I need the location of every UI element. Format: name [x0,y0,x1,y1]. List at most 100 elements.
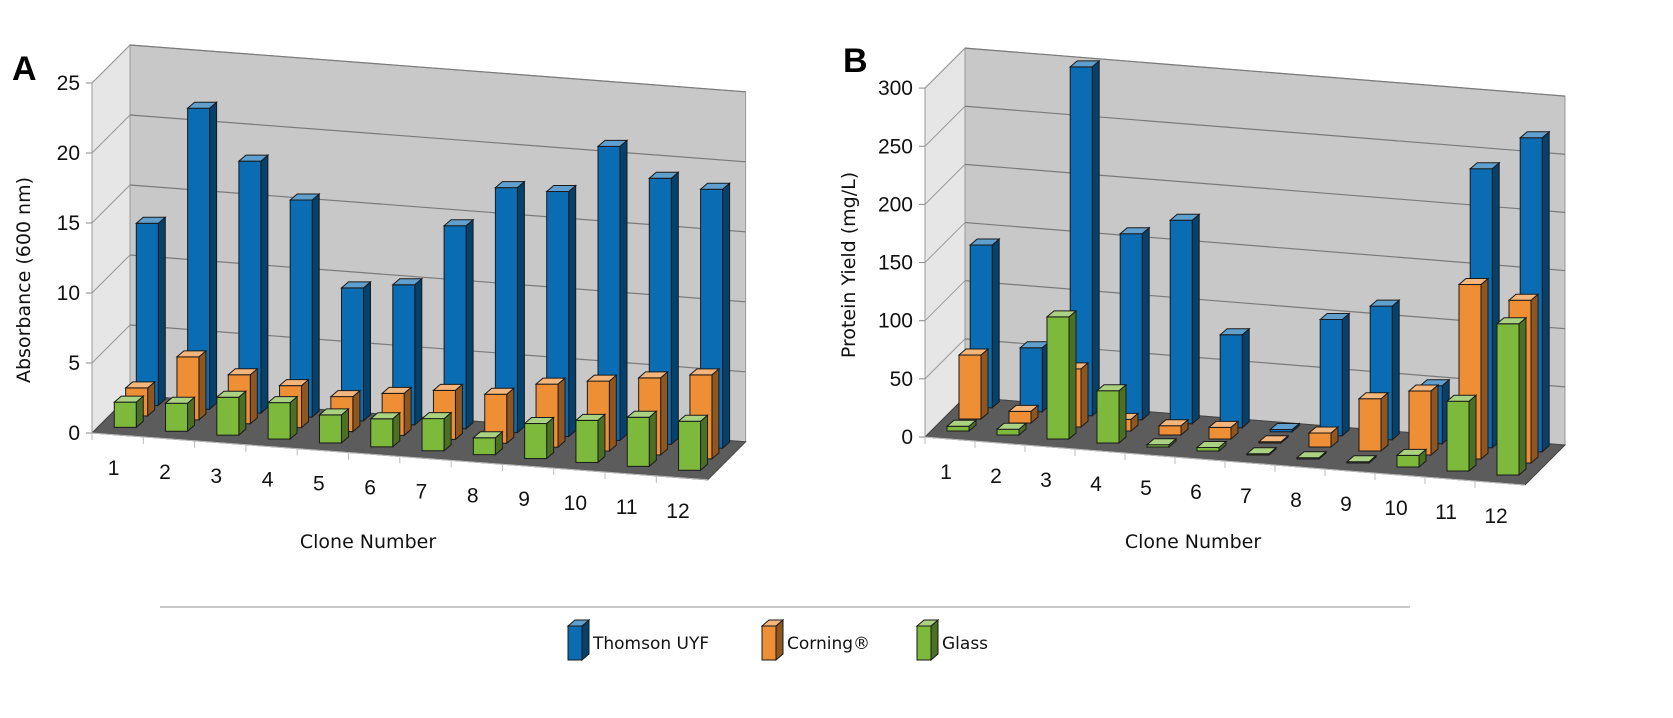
x-tick-label: 8 [1290,489,1302,512]
bar-thomsonuyf-clone-2 [1018,340,1051,413]
bar-glass-clone-6 [369,411,402,448]
bar-corning-clone-9-top [534,377,567,385]
bar-thomsonuyf-clone-2 [186,101,218,411]
bar-glass-clone-1-front [946,425,970,432]
bar-glass-clone-3 [215,390,248,437]
bar-glass-clone-9 [1345,454,1378,465]
bar-glass-clone-3-top [215,390,248,398]
bar-glass-clone-12-top [677,414,709,422]
bar-thomsonuyf-clone-11-top [647,171,680,179]
legend-swatch-corning [760,618,785,662]
bar-thomsonuyf-clone-9 [545,184,578,438]
legend-label-corning: Corning® [787,634,870,654]
bar-corning-clone-8-top [483,387,516,395]
bar-corning-clone-8-top [1307,426,1340,434]
legend-swatch-thomson [566,618,591,662]
x-tick-label: 10 [564,492,587,515]
bar-glass-clone-7-top [420,412,453,420]
bar-thomsonuyf-clone-4-side [311,192,320,419]
legend-box-side [581,618,590,662]
bar-glass-clone-3-side [1068,309,1077,441]
bar-thomsonuyf-clone-8-top [1318,313,1351,320]
bar-glass-clone-4-side [1118,383,1127,445]
bar-glass-clone-6-front [1196,447,1220,452]
bar-glass-clone-10 [1395,448,1428,469]
bar-glass-clone-8-top [472,431,504,439]
y-tick-label: 50 [890,368,913,391]
bar-glass-clone-11 [625,410,658,468]
bar-glass-clone-9 [523,416,555,460]
x-tick-label: 3 [210,465,222,488]
bar-glass-clone-6-top [369,412,402,420]
y-axis-label: Protein Yield (mg/L) [838,172,860,358]
bar-glass-clone-7-front [421,418,445,452]
bar-glass-clone-12 [1495,316,1528,477]
y-tick-label: 150 [878,252,913,275]
bar-corning-clone-10 [1407,383,1440,457]
bar-corning-clone-4-top [278,379,310,387]
bar-glass-clone-4 [266,395,299,441]
bar-thomsonuyf-clone-11-top [1468,162,1501,170]
bar-glass-clone-4 [1095,383,1128,445]
side-gridline [91,44,131,84]
bar-glass-clone-12-front [678,420,702,471]
bar-thomsonuyf-clone-8-side [1341,312,1350,437]
legend-item-corning: Corning® [760,618,870,662]
y-tick-label: 15 [57,212,80,235]
bar-glass-clone-12-side [1518,316,1527,477]
y-tick-label: 200 [878,193,913,216]
bar-corning-clone-1-side [980,347,989,421]
bar-thomsonuyf-clone-6-top [391,278,424,286]
bar-corning-clone-8 [1307,425,1340,449]
bar-glass-clone-1-front [113,401,137,428]
y-tick-label: 20 [57,142,80,165]
bar-glass-clone-8 [472,430,504,456]
bar-thomsonuyf-clone-3-side [260,154,269,415]
bar-corning-clone-12-side [1530,293,1539,465]
legend-box-side [775,618,784,662]
bar-corning-clone-1-top [957,348,990,356]
bar-glass-clone-10-top [1395,448,1428,456]
bar-glass-clone-10-front [575,419,599,463]
bar-glass-clone-1-top [945,419,978,427]
x-tick-label: 5 [313,473,325,496]
bar-corning-clone-6-side [403,386,412,437]
bar-glass-clone-7 [420,411,453,452]
bar-corning-clone-1-front [958,354,982,420]
gridline [129,324,746,373]
legend-swatch-glass [915,618,940,662]
bar-corning-clone-11-top [637,371,669,379]
bar-thomsonuyf-clone-2-top [186,101,218,109]
bar-thomsonuyf-clone-6 [1218,327,1251,429]
x-tick-label: 12 [1484,505,1507,528]
bar-thomsonuyf-clone-9-top [545,185,578,192]
y-tick-label: 5 [68,352,80,375]
bar-glass-clone-8 [1295,450,1328,461]
gridline [964,105,1566,155]
legend-box-front [567,625,583,661]
bar-corning-clone-10-side [608,374,617,453]
bar-thomsonuyf-clone-5-top [1168,213,1201,221]
side-gridline [924,105,966,147]
legend-box-front [916,625,932,661]
x-tick-label: 9 [1340,493,1352,516]
bar-glass-clone-5 [318,407,350,444]
bar-glass-clone-3 [1045,309,1078,441]
bar-corning-clone-11-top [1457,278,1490,285]
bar-corning-clone-2-front [1008,410,1032,424]
bar-corning-clone-3-top [226,368,259,376]
legend-label-thomson: Thomson UYF [592,634,709,654]
bar-corning-clone-2-top [175,350,208,358]
bar-glass-clone-11-side [648,410,657,468]
bar-thomsonuyf-clone-7-side [465,218,474,430]
x-tick-label: 2 [159,461,171,484]
bar-thomsonuyf-clone-1-front [135,222,159,406]
bar-glass-clone-3-front [216,396,240,436]
bar-glass-clone-1 [112,395,145,429]
bar-corning-clone-3-side [1080,361,1089,429]
legend-box [915,618,940,662]
side-gridline [924,164,966,205]
x-axis-label: Clone Number [300,531,436,553]
y-tick-label: 0 [68,422,80,445]
